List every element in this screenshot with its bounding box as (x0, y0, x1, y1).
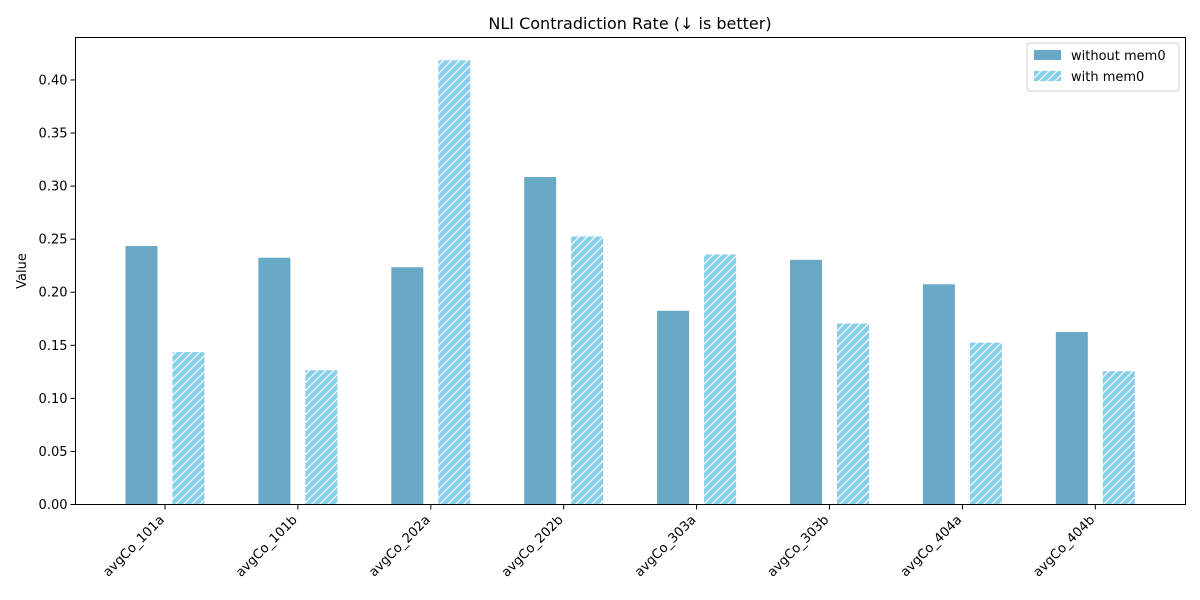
y-tick-label: 0.25 (39, 233, 68, 248)
legend-label: without mem0 (1071, 49, 1166, 64)
bar-without-mem0 (390, 266, 425, 505)
bar-without-mem0 (124, 245, 159, 505)
bar-without-mem0 (523, 176, 558, 505)
y-tick-label: 0.20 (39, 286, 68, 301)
x-tick-label: avgCo_101a (100, 513, 167, 580)
bar-without-mem0 (789, 258, 823, 506)
bar-without-mem0 (1054, 330, 1089, 506)
bar-with-mem0 (968, 341, 1003, 505)
x-tick-label: avgCo_101b (233, 513, 301, 581)
y-tick-label: 0.10 (39, 392, 68, 407)
y-tick-label: 0.30 (39, 180, 68, 195)
y-tick-label: 0.15 (39, 339, 68, 354)
y-tick-label: 0.00 (39, 498, 68, 513)
bars-group (124, 59, 1136, 506)
y-tick-label: 0.35 (39, 127, 68, 142)
x-tick-label: avgCo_202b (499, 513, 567, 581)
bar-with-mem0 (304, 369, 339, 505)
x-tick-label: avgCo_202a (366, 513, 433, 580)
x-tick-label: avgCo_303a (632, 513, 699, 580)
bar-without-mem0 (921, 283, 956, 505)
legend-label: with mem0 (1071, 70, 1144, 85)
x-tick-label: avgCo_404b (1031, 513, 1099, 581)
y-tick-label: 0.40 (39, 73, 68, 88)
x-axis-ticks: avgCo_101a avgCo_101b avgCo_202a avgCo_202b… (100, 504, 1099, 581)
bar-with-mem0 (1101, 370, 1136, 505)
y-axis-ticks: 0.00 0.05 0.10 0.15 0.20 0.25 0.30 0.35 0.40 (39, 73, 76, 513)
y-axis-label: Value (15, 253, 30, 289)
bar-without-mem0 (257, 256, 292, 505)
bar-with-mem0 (171, 351, 206, 505)
legend-swatch (1034, 71, 1061, 81)
chart-title: NLI Contradiction Rate (↓ is better) (488, 14, 771, 33)
legend-box (1026, 42, 1180, 92)
x-tick-label: avgCo_404a (898, 513, 965, 580)
x-tick-label: avgCo_303b (765, 513, 833, 581)
plot-frame (75, 37, 1186, 505)
bar-with-mem0 (836, 322, 870, 505)
legend-swatch (1034, 50, 1061, 60)
y-tick-label: 0.05 (39, 445, 68, 460)
bar-without-mem0 (656, 309, 691, 505)
bar-with-mem0 (570, 235, 605, 505)
legend[interactable]: without mem0 with mem0 (1026, 42, 1180, 92)
bar-with-mem0 (437, 59, 472, 505)
bar-with-mem0 (703, 253, 738, 505)
